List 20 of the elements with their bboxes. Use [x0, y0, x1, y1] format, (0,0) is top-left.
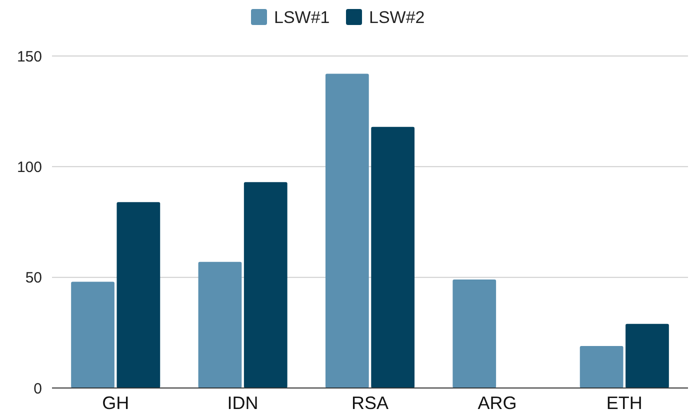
bar: [325, 74, 369, 388]
y-tick-label: 100: [16, 158, 42, 176]
x-tick-label: IDN: [227, 393, 258, 413]
bar: [580, 346, 624, 388]
legend-label: LSW#1: [274, 8, 330, 27]
bar: [198, 262, 242, 388]
legend-label: LSW#2: [369, 8, 425, 27]
x-tick-label: ETH: [606, 393, 642, 413]
bar: [244, 182, 288, 388]
y-tick-label: 150: [16, 48, 42, 66]
bar: [116, 202, 160, 388]
y-tick-label: 50: [25, 270, 42, 287]
bar: [371, 126, 415, 388]
bar: [626, 324, 669, 388]
bar: [71, 282, 114, 388]
x-tick-label: ARG: [478, 393, 517, 413]
x-tick-label: RSA: [351, 393, 389, 413]
y-tick-label: 0: [34, 380, 42, 398]
x-tick-label: GH: [102, 393, 130, 413]
bar: [452, 280, 496, 388]
